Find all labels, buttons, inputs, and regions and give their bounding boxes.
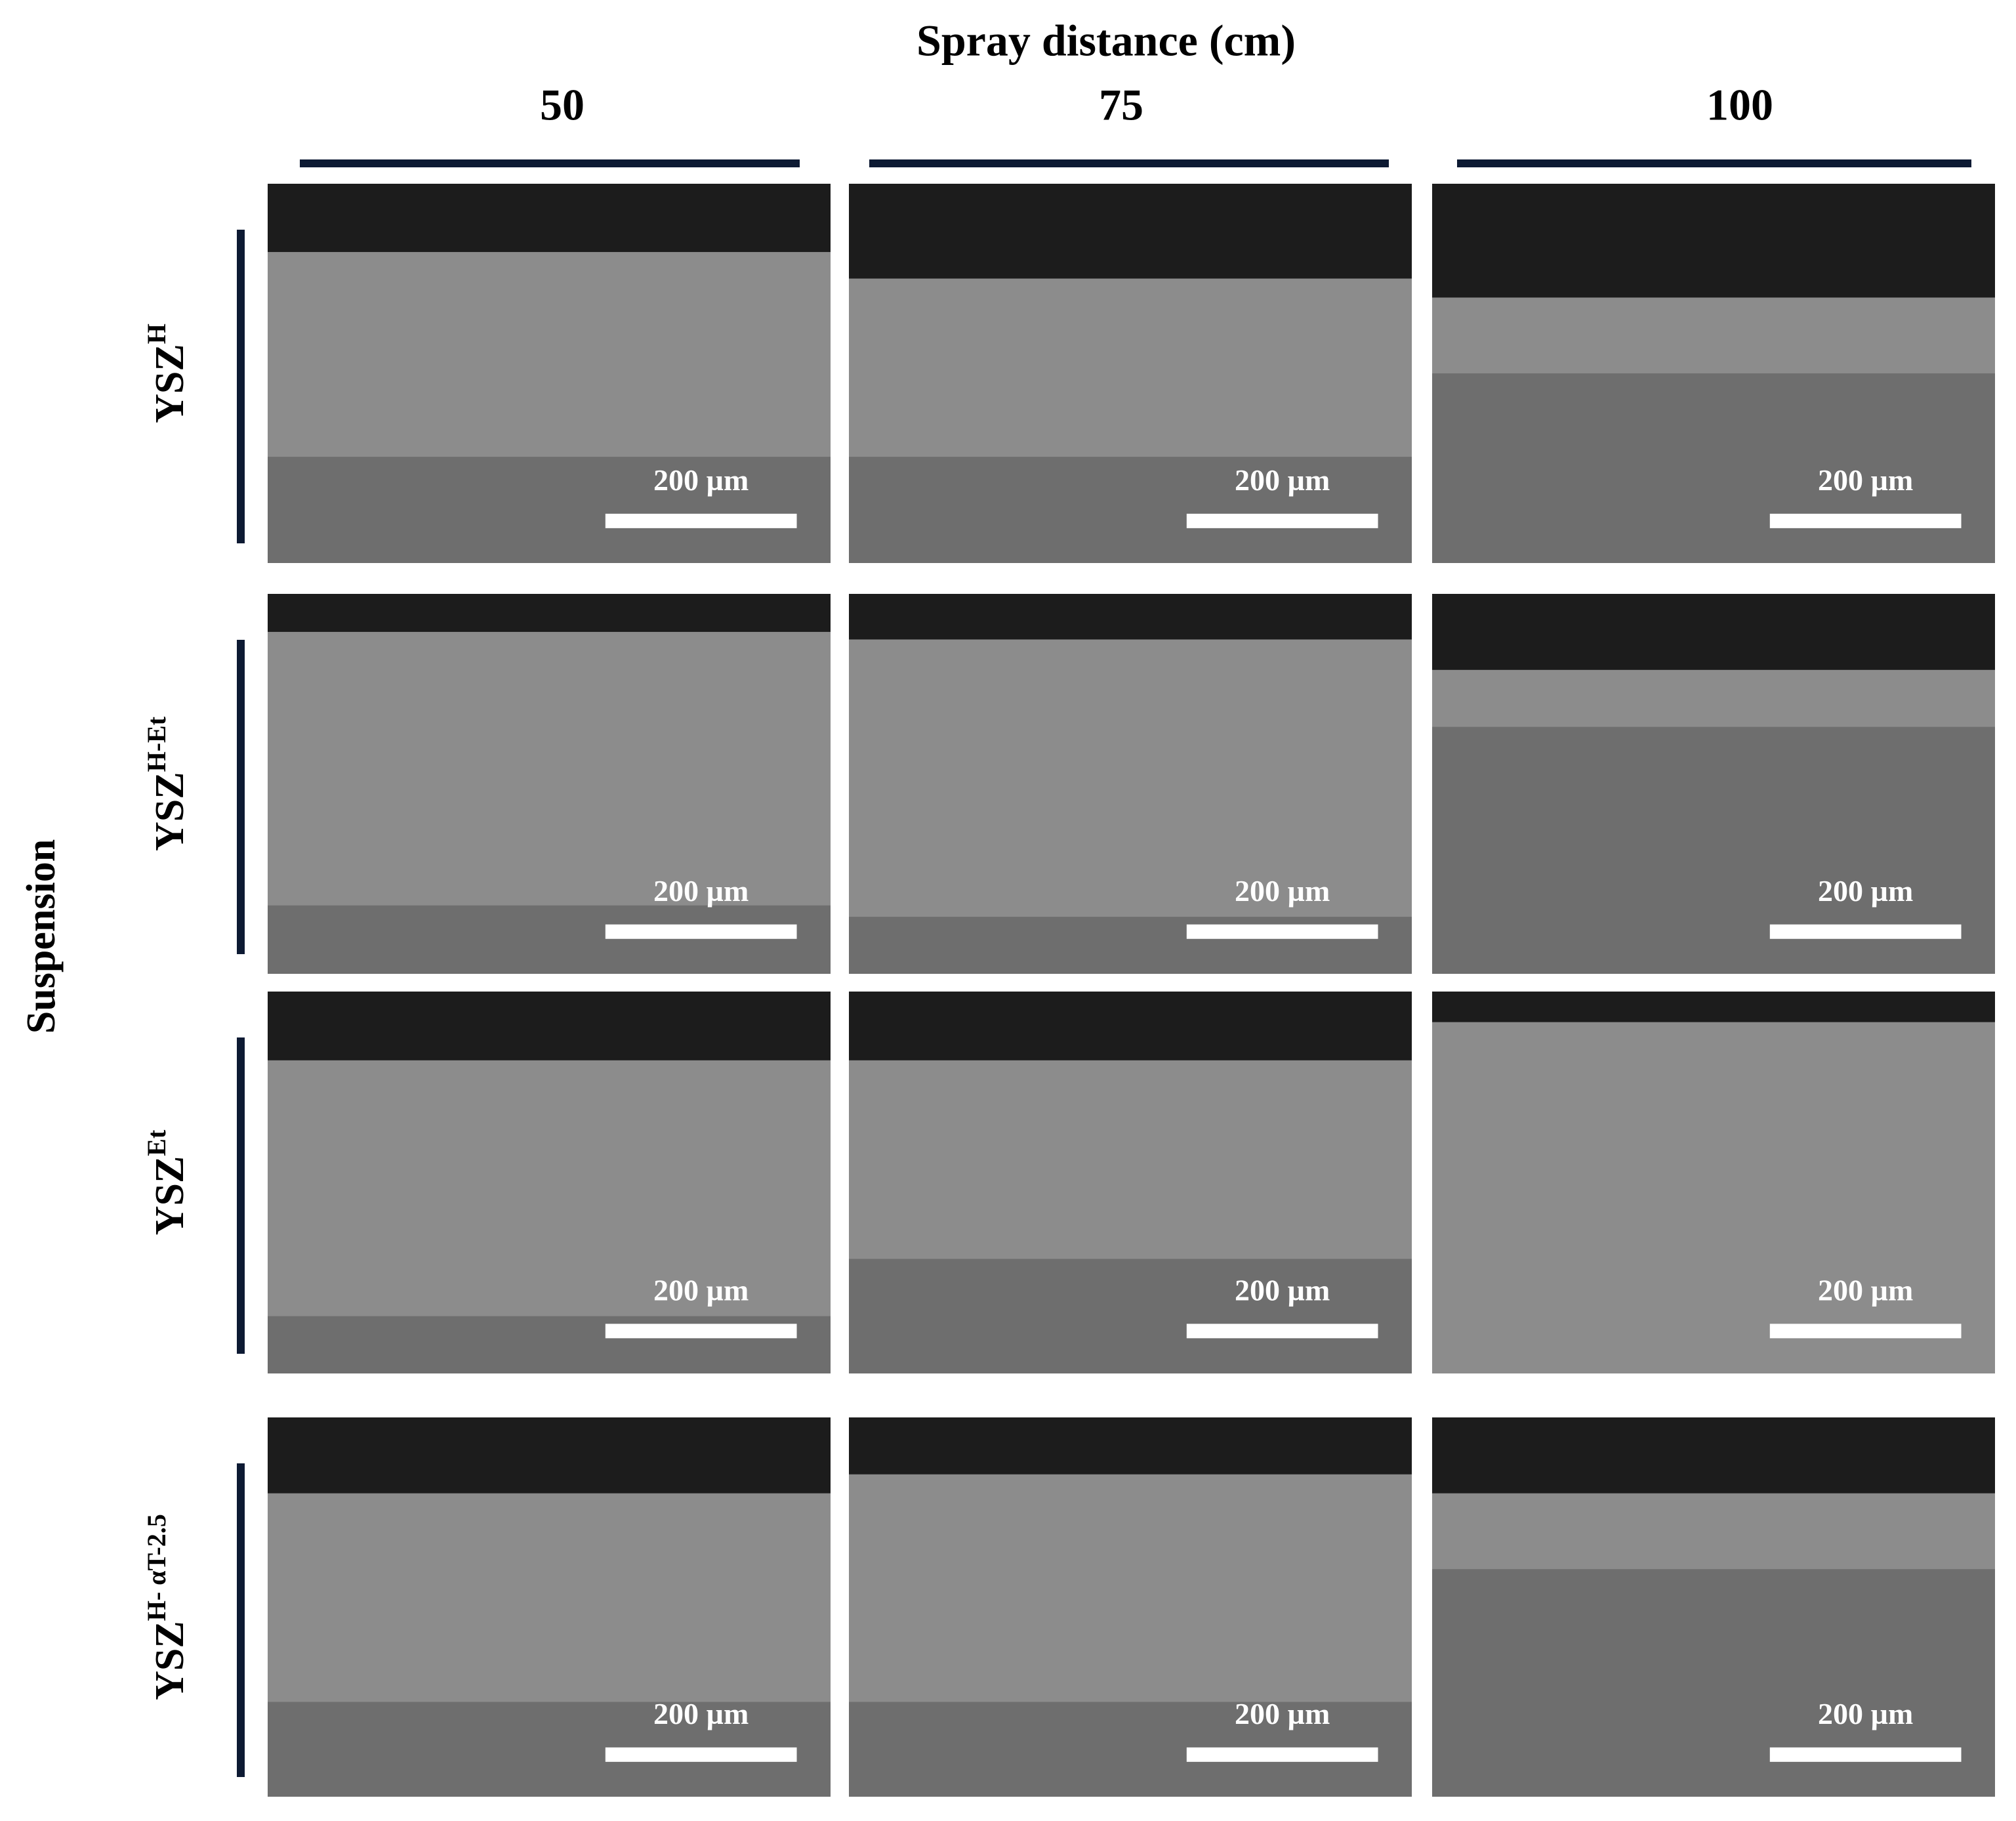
- scale-label: 200 µm: [1235, 1697, 1330, 1730]
- micrograph: 200 µm: [849, 184, 1412, 563]
- row-label-base: YSZ: [148, 1621, 192, 1700]
- scale-label: 200 µm: [1235, 874, 1330, 908]
- scale-bar: [605, 924, 797, 939]
- row-bar: [237, 640, 245, 954]
- scale-bar: [1769, 924, 1962, 939]
- row-label: YSZH-Et: [142, 716, 192, 851]
- scale-label: 200 µm: [1235, 463, 1330, 497]
- scale-label: 200 µm: [1235, 1273, 1330, 1307]
- coating: [268, 252, 831, 457]
- scale-bar: [1769, 1324, 1962, 1339]
- scale-label: 200 µm: [653, 874, 749, 908]
- scale-bar: [1769, 1747, 1962, 1762]
- scale-bar: [1186, 1324, 1378, 1339]
- micrograph: 200 µm: [268, 594, 831, 974]
- coating: [268, 1493, 831, 1702]
- background: [268, 594, 831, 632]
- background: [268, 184, 831, 253]
- scale-bar: [605, 513, 797, 528]
- scale-bar: [1186, 1747, 1378, 1762]
- scale-label: 200 µm: [1818, 1697, 1913, 1730]
- background: [849, 1417, 1412, 1475]
- row-label: YSZH: [142, 324, 192, 423]
- background: [1432, 992, 1995, 1022]
- coating: [1432, 297, 1995, 373]
- row-label-sup: Et: [142, 1129, 171, 1156]
- scale-label: 200 µm: [653, 463, 749, 497]
- coating: [849, 1474, 1412, 1702]
- micrograph: 200 µm: [268, 184, 831, 563]
- background: [1432, 184, 1995, 298]
- column-bar: [869, 159, 1389, 167]
- scale-bar: [605, 1747, 797, 1762]
- micrograph: 200 µm: [849, 594, 1412, 974]
- background: [1432, 594, 1995, 670]
- micrograph: 200 µm: [1432, 184, 1995, 563]
- background: [268, 1417, 831, 1494]
- row-label-base: YSZ: [148, 344, 192, 423]
- coating: [1432, 1022, 1995, 1373]
- micrograph: 200 µm: [1432, 594, 1995, 974]
- micrograph: 200 µm: [268, 992, 831, 1373]
- row-label-sup: H: [142, 324, 171, 344]
- row-group-label: Suspension: [19, 839, 64, 1034]
- row-label: YSZH- αT-2.5: [142, 1514, 192, 1700]
- row-label-sup: H-Et: [142, 716, 171, 772]
- row-label-base: YSZ: [148, 772, 192, 851]
- row-label-sup: H- αT-2.5: [142, 1514, 171, 1621]
- scale-bar: [1186, 924, 1378, 939]
- coating: [268, 1060, 831, 1316]
- scale-label: 200 µm: [653, 1273, 749, 1307]
- column-header: 75: [1099, 80, 1143, 130]
- scale-label: 200 µm: [1818, 1273, 1913, 1307]
- coating: [849, 639, 1412, 917]
- background: [849, 184, 1412, 279]
- coating: [849, 278, 1412, 457]
- row-bar: [237, 1463, 245, 1777]
- micrograph: 200 µm: [268, 1417, 831, 1797]
- scale-bar: [1769, 513, 1962, 528]
- background: [849, 594, 1412, 640]
- column-bar: [300, 159, 800, 167]
- background: [1432, 1417, 1995, 1494]
- scale-label: 200 µm: [1818, 874, 1913, 908]
- column-header: 100: [1706, 80, 1773, 130]
- row-label: YSZEt: [142, 1129, 192, 1235]
- row-bar: [237, 1037, 245, 1354]
- figure-title: Spray distance (cm): [916, 16, 1296, 66]
- micrograph: 200 µm: [1432, 992, 1995, 1373]
- scale-label: 200 µm: [1818, 463, 1913, 497]
- background: [849, 992, 1412, 1060]
- coating: [1432, 669, 1995, 727]
- micrograph: 200 µm: [849, 1417, 1412, 1797]
- coating: [268, 631, 831, 906]
- scale-bar: [1186, 513, 1378, 528]
- row-bar: [237, 230, 245, 543]
- micrograph: 200 µm: [849, 992, 1412, 1373]
- row-label-base: YSZ: [148, 1156, 192, 1236]
- column-header: 50: [540, 80, 585, 130]
- coating: [1432, 1493, 1995, 1570]
- scale-bar: [605, 1324, 797, 1339]
- column-bar: [1457, 159, 1971, 167]
- micrograph: 200 µm: [1432, 1417, 1995, 1797]
- coating: [849, 1060, 1412, 1259]
- scale-label: 200 µm: [653, 1697, 749, 1730]
- background: [268, 992, 831, 1060]
